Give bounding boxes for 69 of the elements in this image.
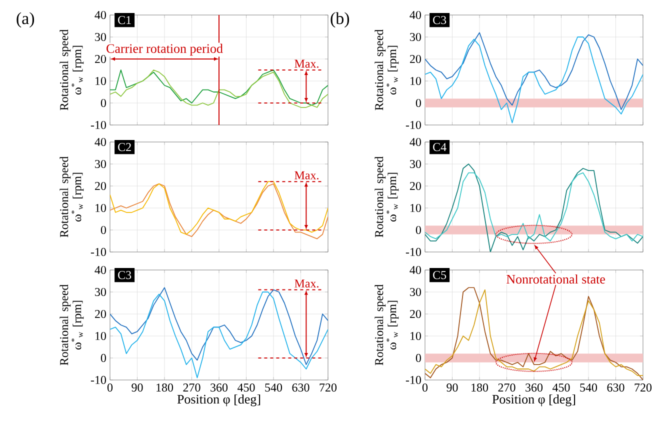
y-tick-label: -10 — [90, 120, 106, 130]
chart-title: C4 — [433, 143, 446, 152]
x-tick-label: 270 — [498, 384, 516, 392]
y-tick-label: -10 — [406, 120, 422, 130]
y-tick-label: 30 — [410, 288, 422, 296]
y-tick-label: 20 — [95, 310, 106, 318]
y-tick-label: 30 — [95, 160, 106, 168]
x-tick-label: 540 — [580, 384, 598, 392]
y-tick-label: 30 — [410, 160, 422, 168]
annotation: Nonrotational state — [506, 274, 605, 284]
x-tick-label: 360 — [210, 384, 228, 392]
ref-line-label: Max. — [294, 171, 318, 180]
y-tick-label: 20 — [410, 54, 422, 64]
x-tick-label: 630 — [607, 384, 624, 392]
x-tick-label: 360 — [526, 384, 543, 392]
y-tick-label: -10 — [90, 376, 106, 384]
y-tick-label: -10 — [406, 376, 422, 384]
x-tick-label: 630 — [292, 384, 310, 392]
text: (a) — [16, 12, 34, 28]
y-tick-label: 40 — [94, 138, 106, 146]
y-tick-label: 40 — [94, 266, 106, 274]
y-tick-label: 30 — [95, 288, 106, 296]
chart-title: C2 — [118, 143, 131, 152]
y-tick-label: 20 — [410, 310, 422, 318]
ref-line-label: Max. — [294, 280, 318, 288]
x-tick-label: 90 — [446, 384, 458, 392]
y-tick-label: -10 — [90, 248, 106, 256]
x-tick-label: 720 — [634, 384, 652, 392]
y-tick-label: 0 — [416, 226, 422, 234]
x-axis-title: Position φ [deg] — [177, 394, 260, 406]
x-tick-label: 450 — [552, 384, 570, 392]
chart-title: C1 — [118, 16, 131, 24]
ref-line-label: Max. — [294, 60, 318, 68]
y-tick-label: 10 — [96, 332, 106, 340]
x-tick-label: 450 — [237, 384, 255, 392]
x-tick-label: 90 — [132, 384, 143, 392]
y-tick-label: 40 — [410, 138, 422, 146]
chart-title: C3 — [433, 16, 446, 24]
x-tick-label: 0 — [422, 384, 428, 392]
y-tick-label: -10 — [406, 248, 422, 256]
y-tick-label: 30 — [95, 32, 106, 42]
y-tick-label: 40 — [410, 10, 422, 20]
y-tick-label: 0 — [100, 226, 106, 234]
y-tick-label: 20 — [410, 182, 422, 190]
y-tick-label: 0 — [100, 98, 106, 108]
x-tick-label: 540 — [265, 384, 282, 392]
x-tick-label: 180 — [472, 384, 488, 392]
y-tick-label: 10 — [410, 204, 422, 212]
y-tick-label: 10 — [96, 204, 106, 212]
text: (b) — [330, 12, 350, 28]
y-tick-label: 10 — [410, 332, 422, 340]
y-tick-label: 0 — [416, 98, 422, 108]
y-tick-label: 20 — [95, 54, 106, 64]
y-tick-label: 20 — [95, 182, 106, 190]
y-tick-label: 10 — [410, 76, 422, 86]
x-tick-label: 720 — [320, 384, 337, 392]
annotation: Carrier rotation period — [106, 44, 223, 56]
chart-title: C5 — [433, 271, 446, 280]
y-tick-label: 10 — [96, 76, 106, 86]
y-tick-label: 40 — [94, 10, 106, 20]
x-tick-label: 180 — [156, 384, 174, 392]
y-tick-label: 30 — [410, 32, 422, 42]
y-tick-label: 40 — [410, 266, 422, 274]
x-tick-label: 270 — [183, 384, 200, 392]
chart-title: C3 — [118, 271, 132, 280]
y-tick-label: 0 — [100, 354, 106, 362]
y-tick-label: 0 — [416, 354, 422, 362]
x-axis-title: Position φ [deg] — [492, 394, 576, 406]
x-tick-label: 0 — [107, 384, 113, 392]
